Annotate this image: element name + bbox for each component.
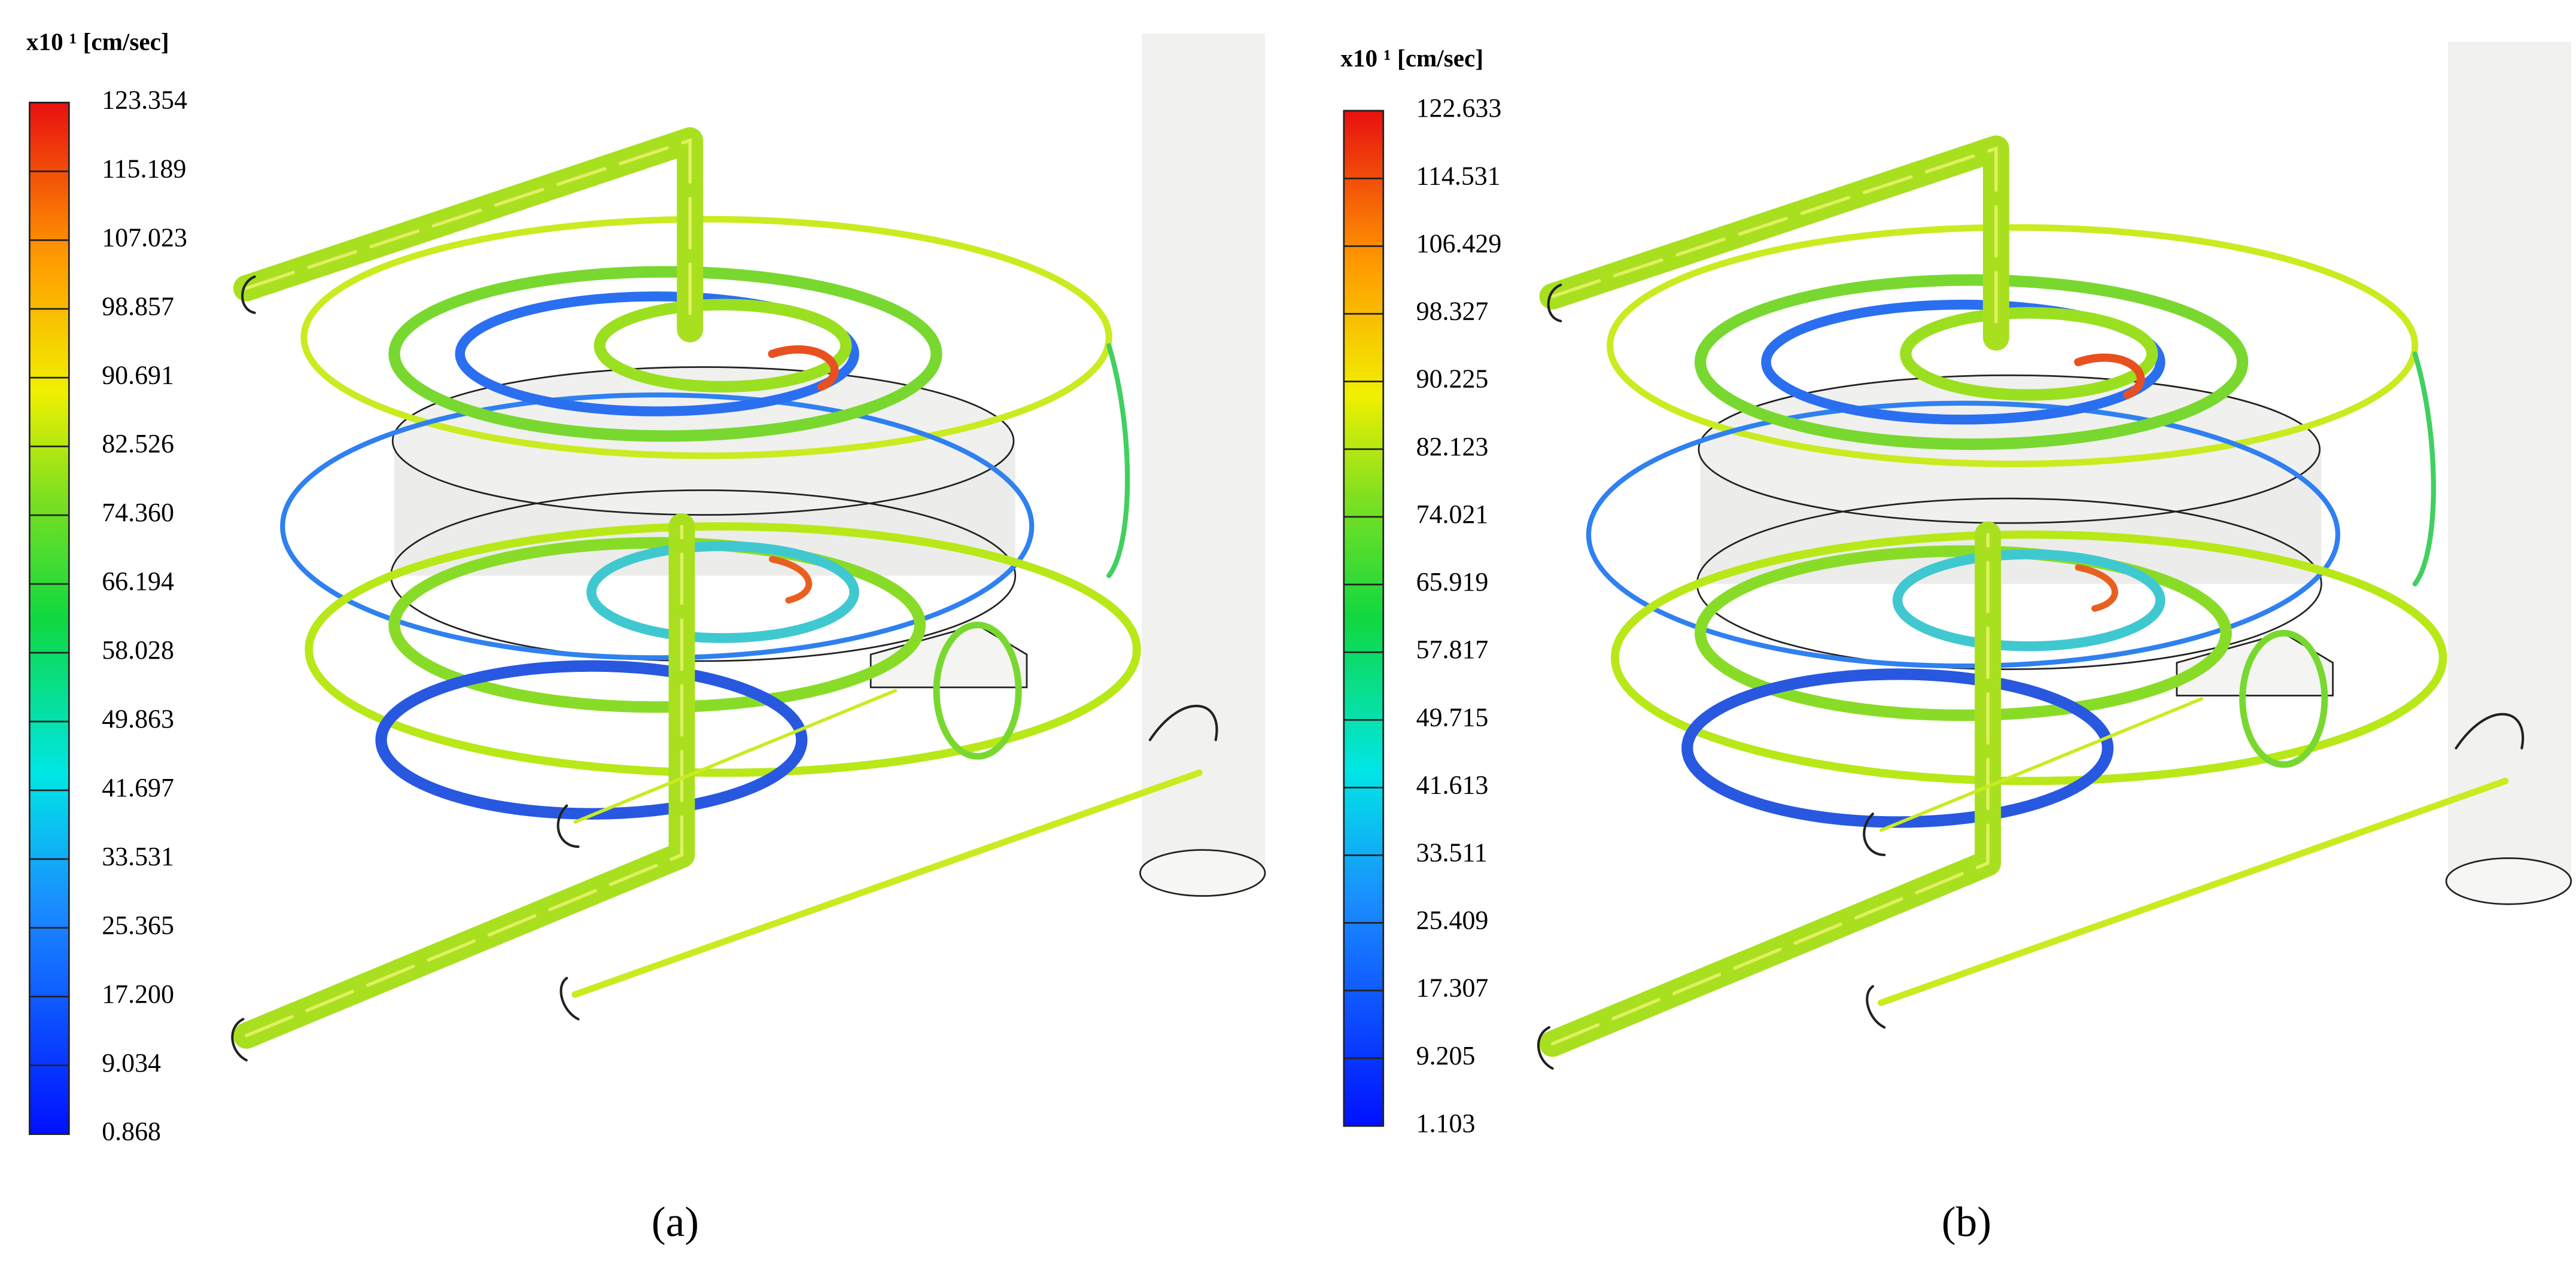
scale-label: 9.205 [1416, 1041, 1476, 1070]
scale-label: 49.715 [1416, 702, 1489, 732]
scale-label: 66.194 [102, 567, 174, 596]
scale-label: 82.123 [1416, 432, 1489, 461]
scale-label: 33.511 [1416, 838, 1488, 868]
scale-label: 57.817 [1416, 635, 1489, 664]
scale-label: 9.034 [102, 1048, 161, 1078]
color-bar [1343, 109, 1385, 1127]
scale-label: 41.613 [1416, 770, 1489, 799]
color-legend: x10 ¹ [cm/sec] 123.354 115.189 107.023 98.85… [26, 28, 187, 1146]
unit-label: x10 ¹ [cm/sec] [26, 28, 169, 56]
streamline-scene [231, 34, 1266, 1062]
scale-label: 114.531 [1416, 161, 1501, 190]
panel-caption: (a) [652, 1198, 699, 1246]
scale-label: 49.863 [102, 704, 174, 734]
scale-label: 33.531 [102, 842, 174, 871]
color-bar [29, 102, 70, 1136]
scale-label: 123.354 [102, 86, 187, 115]
streamline-scene [1537, 41, 2572, 1070]
scale-label: 98.857 [102, 291, 174, 321]
scale-label: 107.023 [102, 223, 187, 252]
scale-label: 115.189 [102, 154, 186, 183]
scale-label: 25.409 [1416, 906, 1489, 935]
scale-label: 41.697 [102, 773, 174, 802]
panel-caption: (b) [1942, 1198, 1991, 1246]
scale-label: 90.225 [1416, 364, 1489, 394]
scale-label: 0.868 [102, 1117, 161, 1146]
scale-label: 58.028 [102, 635, 174, 665]
scale-label: 122.633 [1416, 93, 1502, 123]
scale-label: 17.307 [1416, 973, 1489, 1003]
color-legend: x10 ¹ [cm/sec] 122.633 114.531 106.429 98.32… [1340, 44, 1501, 1138]
scale-label: 25.365 [102, 911, 174, 940]
scale-label: 65.919 [1416, 567, 1489, 596]
unit-label: x10 ¹ [cm/sec] [1340, 44, 1483, 72]
scale-label: 82.526 [102, 429, 174, 458]
scale-label: 74.360 [102, 498, 174, 527]
scale-label: 74.021 [1416, 500, 1489, 529]
scale-label: 98.327 [1416, 297, 1489, 326]
scale-label: 90.691 [102, 360, 174, 389]
scale-label: 1.103 [1416, 1109, 1476, 1138]
scale-label: 106.429 [1416, 229, 1502, 258]
scale-label: 17.200 [102, 979, 174, 1009]
